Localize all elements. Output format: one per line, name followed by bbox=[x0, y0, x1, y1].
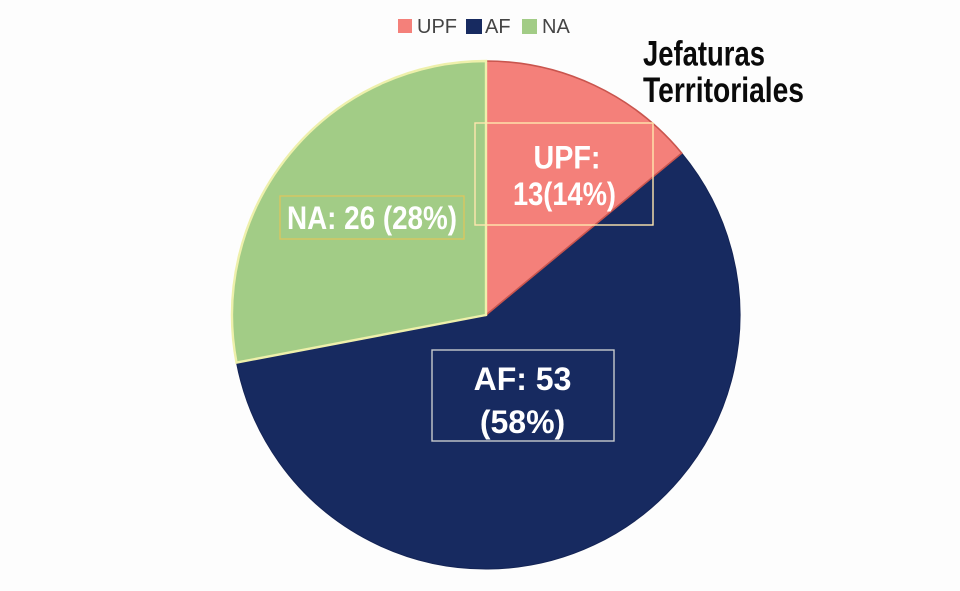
svg-text:AF: 53: AF: 53 bbox=[474, 361, 572, 397]
svg-text:Territoriales: Territoriales bbox=[643, 71, 804, 110]
svg-text:UPF: UPF bbox=[417, 16, 457, 38]
svg-text:Jefaturas: Jefaturas bbox=[643, 35, 765, 74]
svg-text:NA: NA bbox=[542, 16, 570, 38]
svg-text:AF: AF bbox=[485, 16, 511, 38]
svg-text:NA: 26 (28%): NA: 26 (28%) bbox=[287, 200, 457, 236]
svg-text:UPF:: UPF: bbox=[534, 140, 601, 176]
svg-text:(58%): (58%) bbox=[480, 404, 565, 440]
svg-text:13(14%): 13(14%) bbox=[513, 176, 616, 212]
